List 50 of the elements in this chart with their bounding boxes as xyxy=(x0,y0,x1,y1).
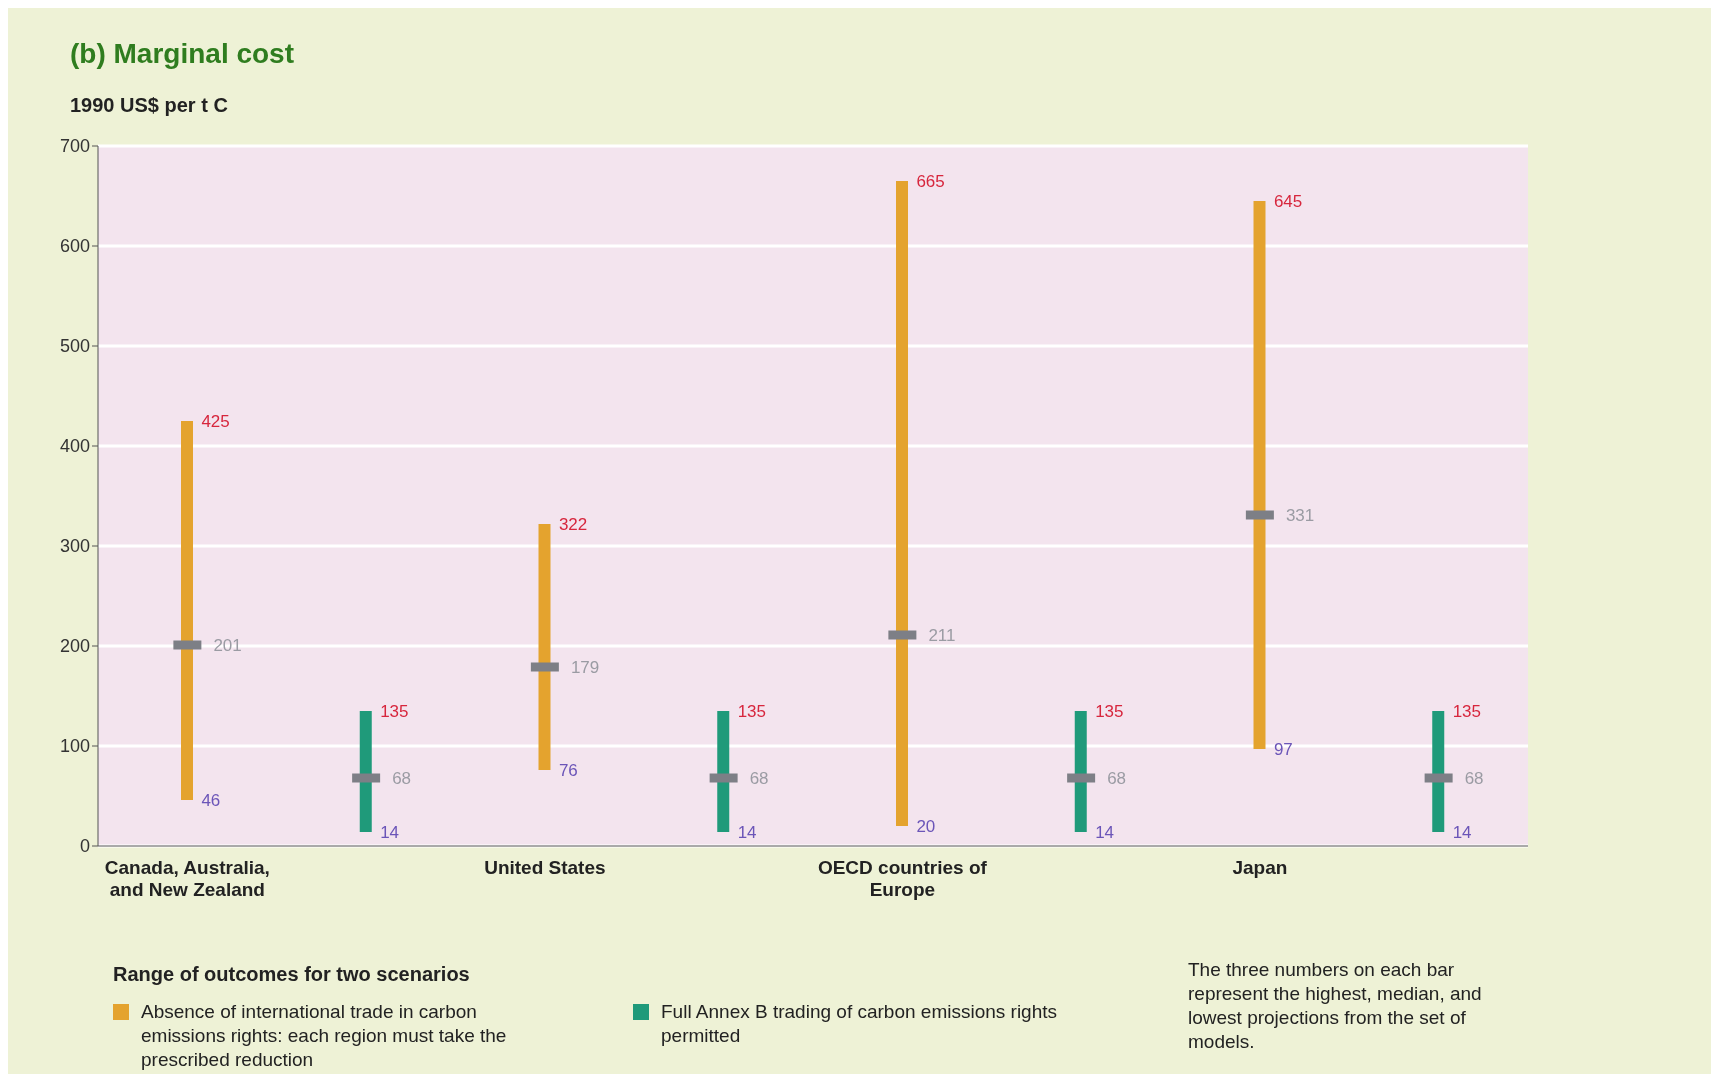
data-label: 68 xyxy=(392,769,412,788)
annotation: 135 xyxy=(380,702,409,721)
data-label: 68 xyxy=(1464,769,1484,788)
bar xyxy=(1253,201,1266,749)
annotation: 14 xyxy=(380,823,400,842)
annotation: 135 xyxy=(1452,702,1481,721)
annotation: 322 xyxy=(558,515,588,534)
bar xyxy=(1074,711,1087,832)
annotation: 14 xyxy=(737,823,757,842)
annotation: 14 xyxy=(1452,823,1472,842)
x-tick-label: Canada, Australia, and New Zealand xyxy=(104,857,270,900)
y-tick-label: 300 xyxy=(59,536,90,557)
data-label: 331 xyxy=(1285,506,1315,525)
legend-label: Full Annex B trading of carbon emissions rights permitted xyxy=(661,1000,1059,1048)
y-tick-label: 500 xyxy=(59,336,90,357)
y-tick-label: 100 xyxy=(59,736,90,757)
annotation: 20 xyxy=(916,817,936,836)
annotation: 645 xyxy=(1273,192,1303,211)
annotation: 425 xyxy=(201,412,230,431)
annotation: 14 xyxy=(1095,823,1115,842)
bar xyxy=(181,421,193,800)
legend-label: Absence of international trade in carbon emissions rights: each region must take the prescribed reduction xyxy=(141,1000,508,1072)
y-axis-title: 1990 US$ per t C xyxy=(70,94,228,117)
y-tick-label: 200 xyxy=(59,636,90,657)
chart-title: (b) Marginal cost xyxy=(70,38,295,70)
data-label: 211 xyxy=(928,626,956,645)
annotation: 97 xyxy=(1273,740,1293,759)
x-tick-label: Japan xyxy=(1232,857,1288,878)
bar xyxy=(1432,711,1445,832)
annotation: 135 xyxy=(1095,702,1124,721)
y-tick-label: 400 xyxy=(59,436,90,457)
data-label: 179 xyxy=(570,658,600,677)
data-label: 201 xyxy=(213,636,242,655)
annotation: 135 xyxy=(737,702,766,721)
annotation: 76 xyxy=(558,761,578,780)
bar xyxy=(359,711,372,832)
bar xyxy=(538,524,551,770)
data-label: 68 xyxy=(749,769,769,788)
annotation: 665 xyxy=(916,172,945,191)
x-tick-label: OECD countries of Europe xyxy=(817,857,988,900)
bar xyxy=(896,181,908,826)
text: The three numbers on each bar represent the highest, median, and lowest projections from the set of models. xyxy=(1188,958,1483,1054)
x-tick-label: United States xyxy=(484,857,606,878)
legend-title: Range of outcomes for two scenarios xyxy=(113,963,471,986)
y-tick-label: 600 xyxy=(59,236,90,257)
y-tick-label: 0 xyxy=(79,836,90,857)
y-tick-label: 700 xyxy=(59,136,90,157)
data-label: 68 xyxy=(1107,769,1127,788)
annotation: 46 xyxy=(201,791,221,810)
bar xyxy=(717,711,730,832)
